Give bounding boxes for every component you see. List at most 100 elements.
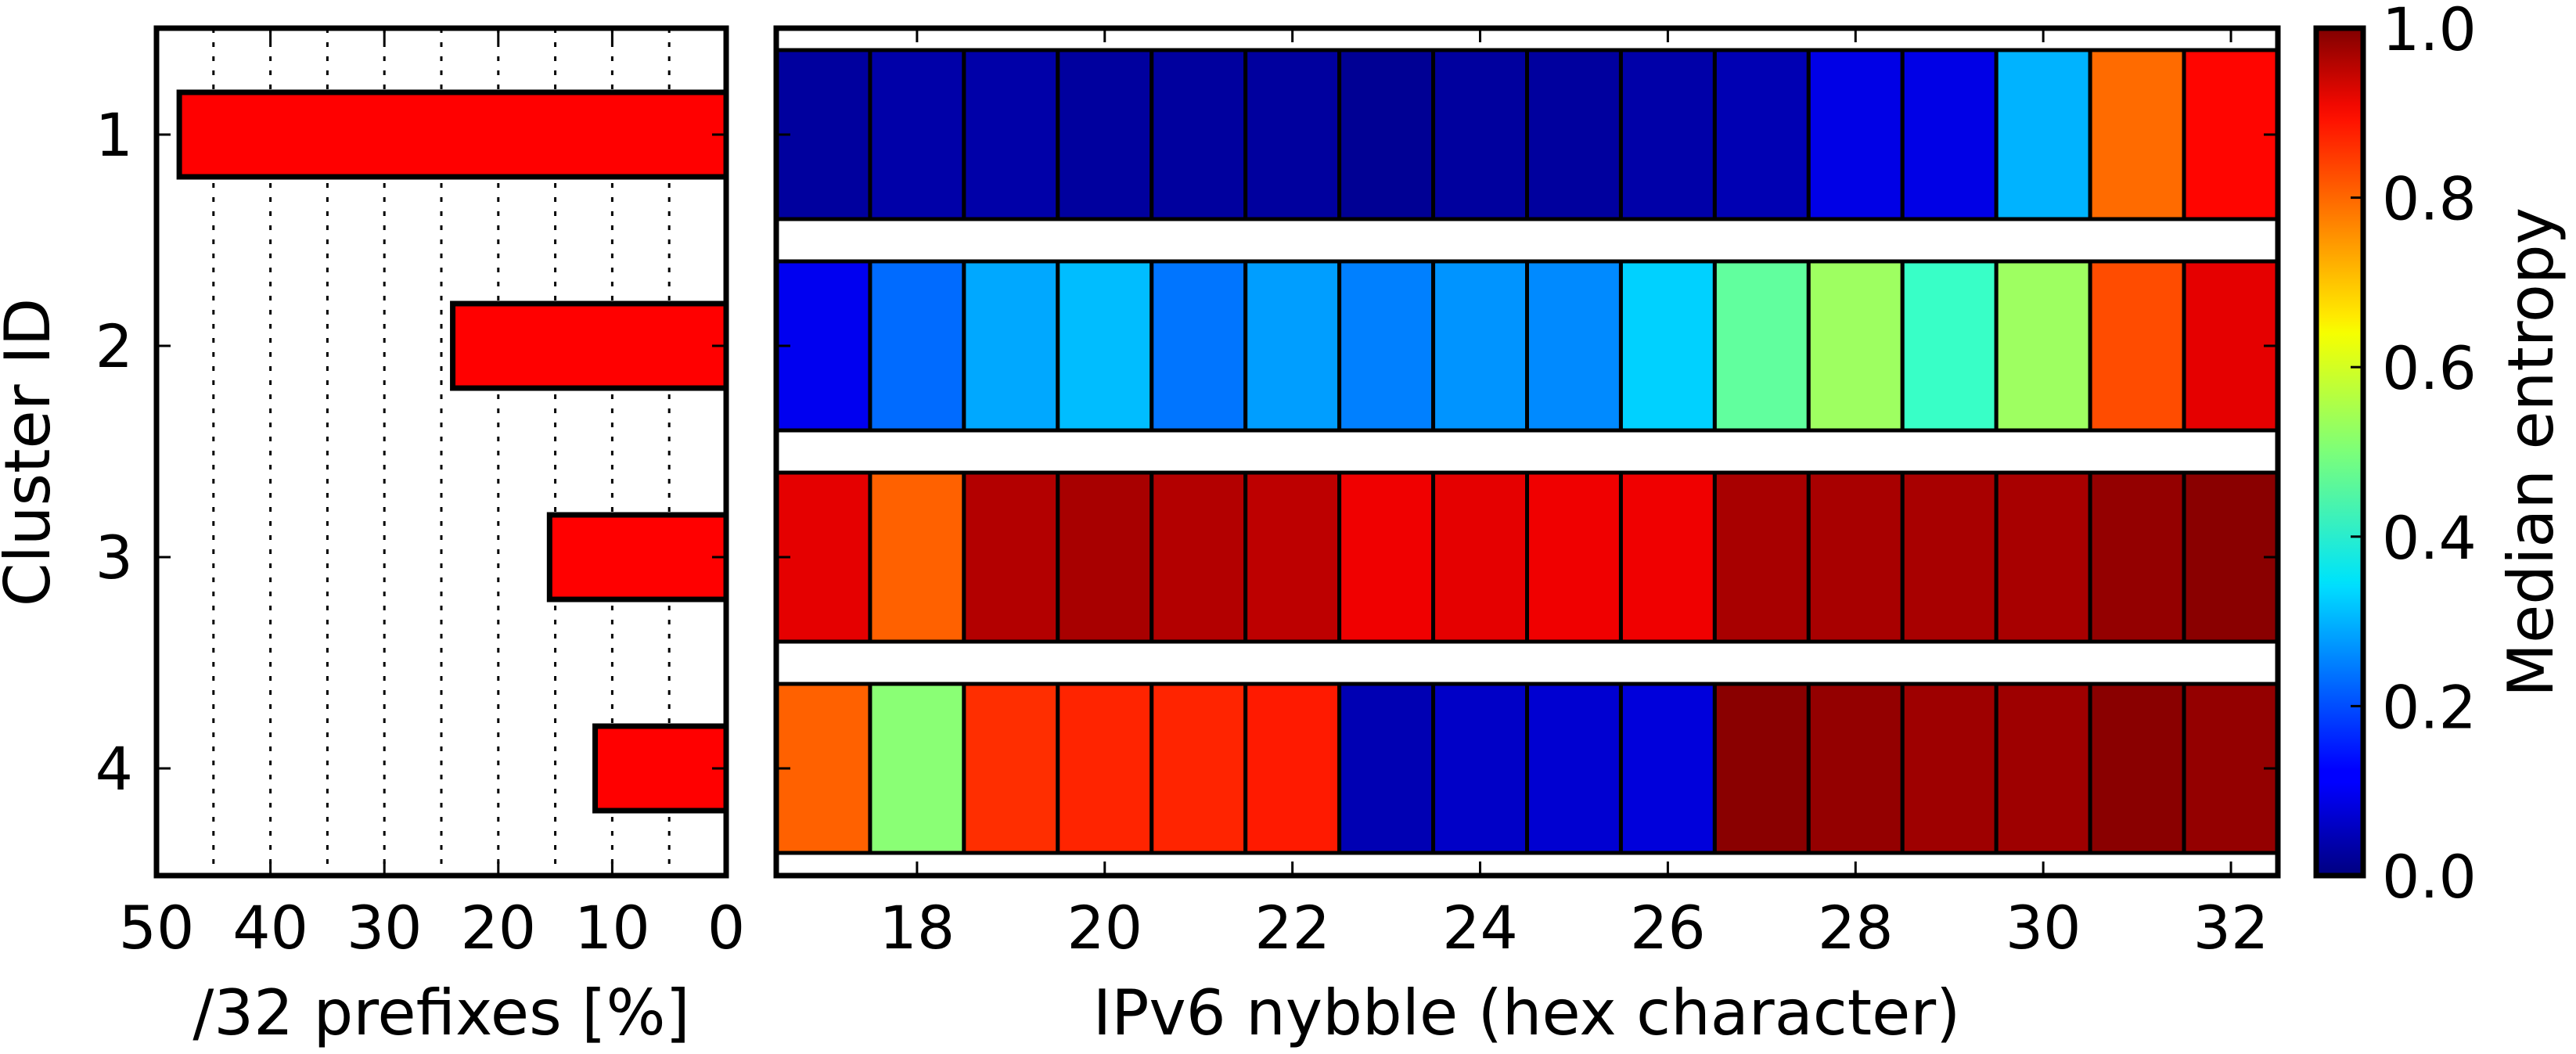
heatmap-cell-3-18 bbox=[868, 470, 966, 644]
colorbar-tick-label: 0.2 bbox=[2382, 672, 2477, 742]
heatmap-x-tick-label: 18 bbox=[880, 893, 955, 962]
colorbar-tick-label: 0.4 bbox=[2382, 503, 2477, 573]
heatmap-cell-2-19 bbox=[962, 259, 1060, 433]
heatmap-cell-1-30 bbox=[1994, 48, 2092, 221]
heatmap-cell-4-22 bbox=[1243, 682, 1342, 855]
heatmap-cell-3-32 bbox=[2182, 470, 2280, 644]
heatmap-cell-1-23 bbox=[1337, 48, 1436, 221]
bar-x-tick-label: 10 bbox=[574, 893, 650, 962]
colorbar-tick-label: 0.8 bbox=[2382, 164, 2477, 234]
heatmap-cell-2-24 bbox=[1431, 259, 1529, 433]
bar-cluster-3 bbox=[546, 512, 729, 603]
heatmap-cell-3-29 bbox=[1900, 470, 1999, 644]
heatmap-cell-3-25 bbox=[1525, 470, 1623, 644]
heatmap-cell-3-31 bbox=[2088, 470, 2186, 644]
heatmap-cell-1-22 bbox=[1243, 48, 1342, 221]
heatmap-cell-3-30 bbox=[1994, 470, 2092, 644]
heatmap-cell-1-28 bbox=[1806, 48, 1905, 221]
heatmap-cell-1-31 bbox=[2088, 48, 2186, 221]
heatmap-cell-4-32 bbox=[2182, 682, 2280, 855]
heatmap-cell-1-26 bbox=[1618, 48, 1717, 221]
heatmap-cell-4-21 bbox=[1149, 682, 1248, 855]
heatmap-cell-4-27 bbox=[1712, 682, 1811, 855]
heatmap-cell-4-30 bbox=[1994, 682, 2092, 855]
bar-marks bbox=[176, 89, 729, 814]
heatmap-x-tick-label: 32 bbox=[2193, 893, 2269, 962]
heatmap-cell-3-28 bbox=[1806, 470, 1905, 644]
colorbar-frame bbox=[2313, 25, 2366, 879]
bar-cluster-1 bbox=[176, 89, 729, 180]
bar-x-tick-label: 0 bbox=[707, 893, 745, 962]
heatmap-cell-1-21 bbox=[1149, 48, 1248, 221]
heatmap-cell-3-17 bbox=[774, 470, 872, 644]
heatmap-cell-4-26 bbox=[1618, 682, 1717, 855]
heatmap-cell-4-20 bbox=[1056, 682, 1154, 855]
heatmap-cell-1-29 bbox=[1900, 48, 1999, 221]
heatmap-cell-2-18 bbox=[868, 259, 966, 433]
heatmap-cell-1-27 bbox=[1712, 48, 1811, 221]
heatmap-cell-2-30 bbox=[1994, 259, 2092, 433]
bar-y-axis-label: Cluster ID bbox=[0, 298, 64, 607]
heatmap-cells bbox=[774, 48, 2280, 855]
heatmap-cell-3-22 bbox=[1243, 470, 1342, 644]
heatmap-cell-3-21 bbox=[1149, 470, 1248, 644]
colorbar: 0.0 0.2 0.4 0.6 0.8 1.0 Median entropy bbox=[2313, 0, 2567, 912]
heatmap-x-tick-label: 30 bbox=[2006, 893, 2081, 962]
heatmap-cell-4-23 bbox=[1337, 682, 1436, 855]
heatmap-ticks: 18 20 22 24 26 28 30 32 bbox=[776, 28, 2278, 962]
bar-ticks: 1 2 3 4 50 40 30 20 10 0 bbox=[95, 28, 745, 962]
heatmap-cell-4-19 bbox=[962, 682, 1060, 855]
heatmap-cell-2-22 bbox=[1243, 259, 1342, 433]
heatmap-cell-1-25 bbox=[1525, 48, 1623, 221]
bar-y-tick-label: 4 bbox=[95, 734, 133, 804]
heatmap-cell-2-28 bbox=[1806, 259, 1905, 433]
heatmap-cell-2-23 bbox=[1337, 259, 1436, 433]
colorbar-ticks: 0.0 0.2 0.4 0.6 0.8 1.0 bbox=[2351, 0, 2477, 912]
heatmap-cell-4-31 bbox=[2088, 682, 2186, 855]
heatmap-x-axis-label: IPv6 nybble (hex character) bbox=[1093, 977, 1961, 1049]
bar-x-tick-label: 30 bbox=[347, 893, 423, 962]
bar-y-tick-label: 2 bbox=[95, 311, 133, 381]
heatmap-panel: 18 20 22 24 26 28 30 32 IPv6 nybble (hex charac… bbox=[773, 25, 2281, 1049]
heatmap-x-tick-label: 22 bbox=[1254, 893, 1330, 962]
heatmap-cell-3-23 bbox=[1337, 470, 1436, 644]
heatmap-cell-2-20 bbox=[1056, 259, 1154, 433]
heatmap-cell-4-28 bbox=[1806, 682, 1905, 855]
heatmap-axes-frame bbox=[773, 25, 2281, 879]
bar-y-tick-label: 3 bbox=[95, 523, 133, 592]
heatmap-x-tick-label: 24 bbox=[1442, 893, 1518, 962]
colorbar-label: Median entropy bbox=[2495, 207, 2567, 697]
bar-x-tick-label: 50 bbox=[119, 893, 195, 962]
heatmap-x-tick-label: 28 bbox=[1818, 893, 1894, 962]
bar-x-axis-label: /32 prefixes [%] bbox=[192, 977, 689, 1049]
heatmap-cell-3-20 bbox=[1056, 470, 1154, 644]
heatmap-cell-2-27 bbox=[1712, 259, 1811, 433]
heatmap-cell-1-19 bbox=[962, 48, 1060, 221]
heatmap-cell-1-18 bbox=[868, 48, 966, 221]
heatmap-cell-2-21 bbox=[1149, 259, 1248, 433]
colorbar-tick-label: 0.0 bbox=[2382, 842, 2477, 912]
heatmap-cell-1-17 bbox=[774, 48, 872, 221]
heatmap-cell-3-19 bbox=[962, 470, 1060, 644]
heatmap-cell-1-24 bbox=[1431, 48, 1529, 221]
colorbar-tick-label: 1.0 bbox=[2382, 0, 2477, 64]
bar-cluster-2 bbox=[450, 300, 729, 391]
heatmap-cell-3-27 bbox=[1712, 470, 1811, 644]
heatmap-cell-2-31 bbox=[2088, 259, 2186, 433]
bar-cluster-4 bbox=[592, 723, 729, 814]
heatmap-cell-2-25 bbox=[1525, 259, 1623, 433]
heatmap-cell-4-24 bbox=[1431, 682, 1529, 855]
heatmap-x-tick-label: 26 bbox=[1630, 893, 1706, 962]
bar-y-tick-label: 1 bbox=[95, 100, 133, 170]
heatmap-cell-2-26 bbox=[1618, 259, 1717, 433]
heatmap-cell-2-29 bbox=[1900, 259, 1999, 433]
bar-x-tick-label: 40 bbox=[232, 893, 308, 962]
heatmap-x-tick-label: 20 bbox=[1067, 893, 1142, 962]
bar-axes-frame bbox=[153, 25, 729, 879]
colorbar-tick-label: 0.6 bbox=[2382, 333, 2477, 403]
heatmap-cell-4-18 bbox=[868, 682, 966, 855]
heatmap-cell-3-24 bbox=[1431, 470, 1529, 644]
heatmap-cell-4-25 bbox=[1525, 682, 1623, 855]
heatmap-cell-1-20 bbox=[1056, 48, 1154, 221]
